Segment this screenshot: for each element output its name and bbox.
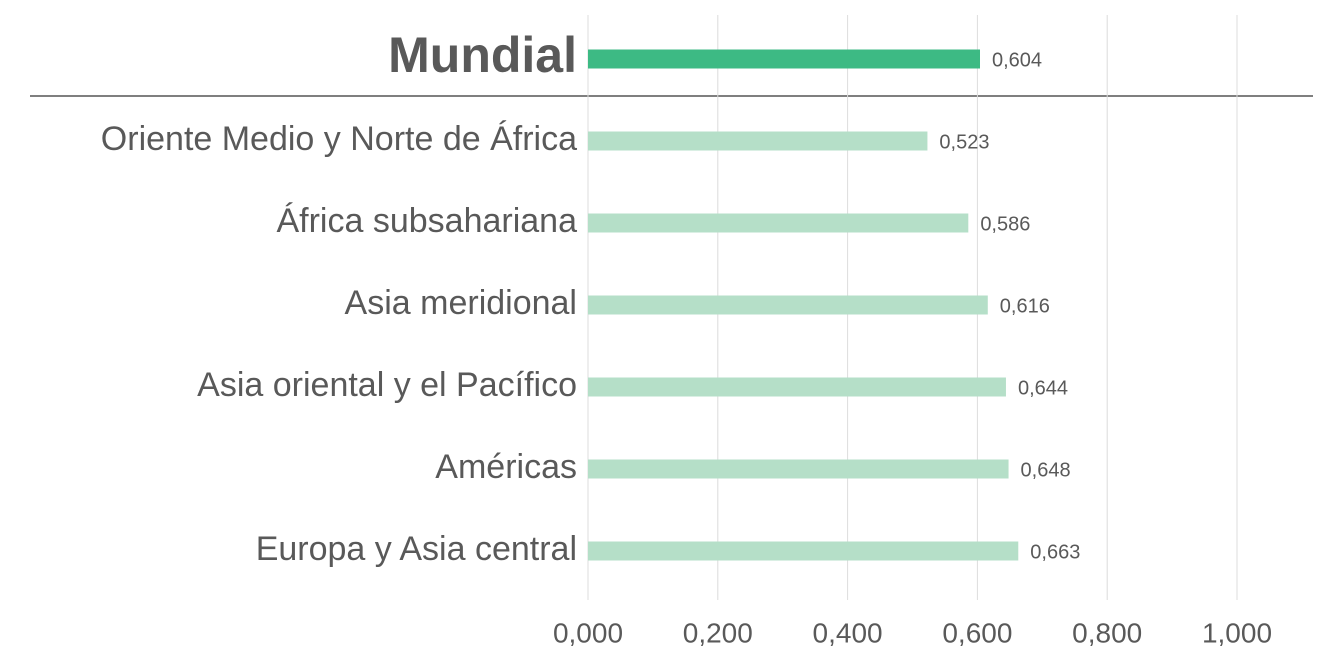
x-tick-label: 0,600 [942, 617, 1012, 648]
value-label: 0,648 [1021, 459, 1071, 481]
bar [588, 295, 988, 315]
value-label: 0,616 [1000, 295, 1050, 317]
category-label: Mundial [388, 27, 577, 83]
bar [588, 131, 928, 151]
category-label: África subsahariana [276, 202, 577, 240]
bar [588, 377, 1006, 397]
value-label: 0,523 [939, 131, 989, 153]
value-label: 0,604 [992, 49, 1042, 71]
value-label: 0,663 [1030, 541, 1080, 563]
category-label: Américas [435, 448, 577, 486]
x-tick-label: 0,000 [553, 617, 623, 648]
x-tick-label: 0,800 [1072, 617, 1142, 648]
x-tick-label: 0,400 [813, 617, 883, 648]
x-tick-label: 1,000 [1202, 617, 1272, 648]
category-label: Asia oriental y el Pacífico [197, 366, 577, 404]
category-label: Oriente Medio y Norte de África [101, 120, 577, 158]
value-label: 0,586 [980, 213, 1030, 235]
category-label: Europa y Asia central [256, 530, 577, 568]
x-tick-label: 0,200 [683, 617, 753, 648]
bar [588, 213, 969, 233]
bar [588, 49, 980, 69]
bar [588, 459, 1009, 479]
category-label: Asia meridional [345, 284, 577, 322]
bar [588, 541, 1019, 561]
value-label: 0,644 [1018, 377, 1068, 399]
